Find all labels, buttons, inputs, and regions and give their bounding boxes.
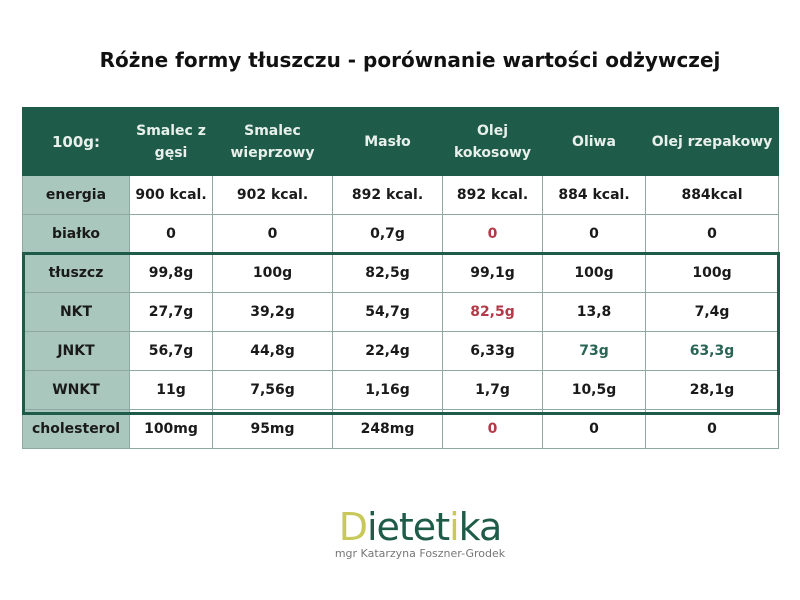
table-row: JNKT 56,7g 44,8g 22,4g 6,33g 73g 63,3g bbox=[22, 331, 779, 371]
table-cell: 99,1g bbox=[442, 253, 543, 293]
table-cell: 902 kcal. bbox=[212, 175, 333, 215]
row-label: tłuszcz bbox=[22, 253, 130, 293]
table-cell: 1,7g bbox=[442, 370, 543, 410]
table-cell: 0,7g bbox=[332, 214, 443, 254]
table-cell: 884 kcal. bbox=[542, 175, 646, 215]
column-header: Smalec wieprzowy bbox=[212, 107, 333, 176]
table-cell: 10,5g bbox=[542, 370, 646, 410]
table-row: białko 0 0 0,7g 0 0 0 bbox=[22, 214, 779, 254]
row-label: JNKT bbox=[22, 331, 130, 371]
table-cell: 82,5g bbox=[332, 253, 443, 293]
table-cell: 0 bbox=[442, 409, 543, 449]
table-cell: 27,7g bbox=[129, 292, 213, 332]
table-cell: 7,4g bbox=[645, 292, 779, 332]
row-label: białko bbox=[22, 214, 130, 254]
table-cell: 100mg bbox=[129, 409, 213, 449]
table-cell: 100g bbox=[542, 253, 646, 293]
column-header: Oliwa bbox=[542, 107, 646, 176]
logo-brand: Dietetika bbox=[338, 505, 503, 549]
table-cell: 900 kcal. bbox=[129, 175, 213, 215]
table-cell: 39,2g bbox=[212, 292, 333, 332]
table-cell: 99,8g bbox=[129, 253, 213, 293]
logo: Dietetika mgr Katarzyna Foszner-Grodek bbox=[310, 505, 530, 560]
row-label: WNKT bbox=[22, 370, 130, 410]
logo-subtitle: mgr Katarzyna Foszner-Grodek bbox=[334, 547, 506, 560]
table-cell: 892 kcal. bbox=[442, 175, 543, 215]
table-cell: 13,8 bbox=[542, 292, 646, 332]
table-cell: 44,8g bbox=[212, 331, 333, 371]
fat-highlight-box bbox=[22, 252, 780, 415]
table-cell: 100g bbox=[212, 253, 333, 293]
table-row: NKT 27,7g 39,2g 54,7g 82,5g 13,8 7,4g bbox=[22, 292, 779, 332]
table-cell: 54,7g bbox=[332, 292, 443, 332]
table-row: WNKT 11g 7,56g 1,16g 1,7g 10,5g 28,1g bbox=[22, 370, 779, 410]
table-cell: 0 bbox=[645, 214, 779, 254]
table-cell: 73g bbox=[542, 331, 646, 371]
table-cell: 28,1g bbox=[645, 370, 779, 410]
table-cell: 95mg bbox=[212, 409, 333, 449]
row-label: energia bbox=[22, 175, 130, 215]
row-label: cholesterol bbox=[22, 409, 130, 449]
table-cell: 0 bbox=[542, 409, 646, 449]
table-cell: 0 bbox=[645, 409, 779, 449]
table-cell: 0 bbox=[442, 214, 543, 254]
row-label: NKT bbox=[22, 292, 130, 332]
table-cell: 0 bbox=[542, 214, 646, 254]
page-title: Różne formy tłuszczu - porównanie wartoś… bbox=[99, 48, 721, 72]
column-header: Olej kokosowy bbox=[442, 107, 543, 176]
table-row: tłuszcz 99,8g 100g 82,5g 99,1g 100g 100g bbox=[22, 253, 779, 293]
table-cell: 82,5g bbox=[442, 292, 543, 332]
table-row: cholesterol 100mg 95mg 248mg 0 0 0 bbox=[22, 409, 779, 449]
table-cell: 22,4g bbox=[332, 331, 443, 371]
column-header: Smalec z gęsi bbox=[129, 107, 213, 176]
nutrition-table: 100g: Smalec z gęsi Smalec wieprzowy Masło O… bbox=[22, 107, 779, 449]
table-cell: 0 bbox=[129, 214, 213, 254]
table-cell: 1,16g bbox=[332, 370, 443, 410]
column-header: Olej rzepakowy bbox=[645, 107, 779, 176]
table-cell: 7,56g bbox=[212, 370, 333, 410]
table-cell: 248mg bbox=[332, 409, 443, 449]
column-header: Masło bbox=[332, 107, 443, 176]
table-cell: 892 kcal. bbox=[332, 175, 443, 215]
table-cell: 884kcal bbox=[645, 175, 779, 215]
table-cell: 0 bbox=[212, 214, 333, 254]
column-header: 100g: bbox=[22, 107, 130, 176]
table-row: energia 900 kcal. 902 kcal. 892 kcal. 892 kc… bbox=[22, 175, 779, 215]
